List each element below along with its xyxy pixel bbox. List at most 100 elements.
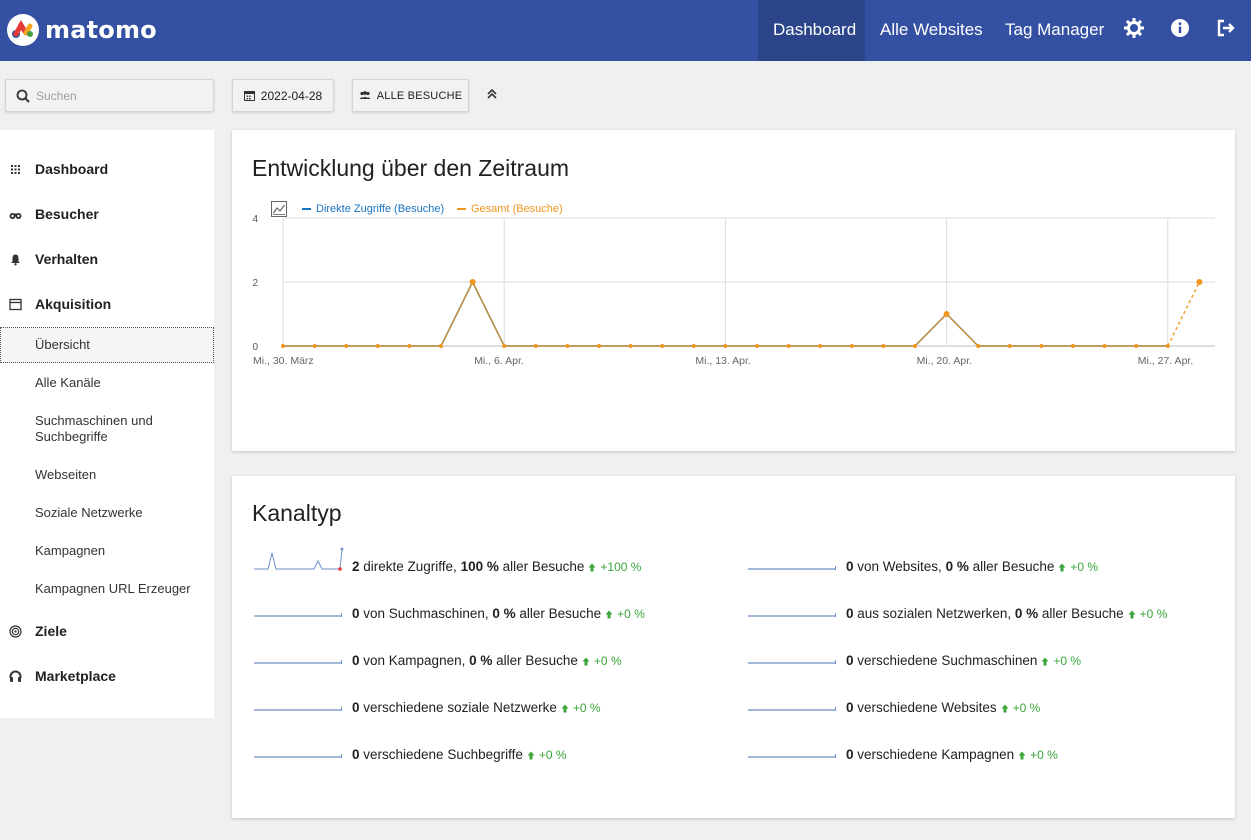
sparkline[interactable] <box>254 545 344 575</box>
data-point <box>469 279 476 285</box>
data-point <box>849 344 854 348</box>
sidebar-subitem-soziale-netzwerke[interactable]: Soziale Netzwerke <box>35 505 143 520</box>
y-tick-label: 0 <box>252 342 258 353</box>
sidebar-item-akquisition[interactable]: Akquisition <box>0 292 214 316</box>
nav-tag-manager[interactable]: Tag Manager <box>1005 20 1105 39</box>
sparkline[interactable] <box>748 639 838 669</box>
trend-up-arrow-icon <box>582 657 590 666</box>
evolution-widget: Entwicklung über den Zeitraum 0 2 4 Mi., 30… <box>232 130 1235 451</box>
channel-value: 0 <box>846 653 854 668</box>
channel-label: verschiedene Websites <box>853 700 997 715</box>
sidebar-item-besucher[interactable]: Besucher <box>0 202 214 226</box>
trend-up-arrow-icon <box>527 751 535 760</box>
data-point <box>1102 344 1107 348</box>
segment-selector-button[interactable]: ALLE BESUCHE <box>352 79 469 112</box>
sidebar-item-ziele[interactable]: Ziele <box>0 619 214 643</box>
logout-icon[interactable] <box>1216 18 1236 38</box>
channel-label: verschiedene Suchmaschinen <box>853 653 1038 668</box>
sparkline[interactable] <box>748 733 838 763</box>
sparkline[interactable] <box>748 592 838 622</box>
date-selector-button[interactable]: 2022-04-28 <box>232 79 334 112</box>
channel-text: 0 von Suchmaschinen, 0 % aller Besuche +0… <box>352 606 645 621</box>
data-point <box>1071 344 1075 348</box>
sparkline[interactable] <box>254 686 344 716</box>
sparkline[interactable] <box>254 639 344 669</box>
gear-icon[interactable] <box>1124 18 1144 38</box>
sidebar-item-label: Marketplace <box>35 668 116 684</box>
window-icon <box>9 298 22 310</box>
channel-label: verschiedene soziale Netzwerke <box>359 700 557 715</box>
channel-value: 0 <box>846 559 854 574</box>
trend-up-arrow-icon <box>1001 704 1009 713</box>
x-tick-label: Mi., 20. Apr. <box>917 355 972 367</box>
trend-indicator: +0 % <box>527 748 567 762</box>
top-bar: matomo Dashboard Alle Websites Tag Manag… <box>0 0 1251 61</box>
sidebar-item-verhalten[interactable]: Verhalten <box>0 247 214 271</box>
channel-percent: 0 % <box>1014 606 1039 621</box>
sidebar-subitem-kampagnen[interactable]: Kampagnen <box>35 543 106 558</box>
trend-value: +0 % <box>1070 560 1099 574</box>
series-line-dashed <box>1167 281 1201 347</box>
data-point <box>533 344 538 348</box>
channel-suffix: aller Besuche <box>1038 606 1124 621</box>
channel-suffix: aller Besuche <box>968 559 1055 574</box>
sidebar-item-dashboard[interactable]: Dashboard <box>0 157 214 181</box>
trend-up-arrow-icon <box>1041 657 1049 666</box>
legend-total[interactable]: Gesamt (Besuche) <box>457 203 563 215</box>
data-point <box>502 344 507 348</box>
trend-indicator: +0 % <box>605 607 645 621</box>
headset-icon <box>9 670 22 682</box>
trend-up-arrow-icon <box>1128 610 1136 619</box>
channel-text: 0 verschiedene Suchbegriffe +0 % <box>352 747 567 762</box>
data-point <box>1039 344 1044 348</box>
sidebar-subitem-kampagnen-url-erzeuger[interactable]: Kampagnen URL Erzeuger <box>35 581 191 596</box>
channel-suffix: aller Besuche <box>492 653 578 668</box>
sidebar-item-label: Dashboard <box>35 161 109 177</box>
channel-label: von Websites, <box>853 559 946 574</box>
trend-value: +0 % <box>1012 701 1041 715</box>
trend-up-arrow-icon <box>1018 751 1026 760</box>
data-point <box>628 344 633 348</box>
channel-percent: 0 % <box>469 653 493 668</box>
sidebar-subitem-suchmaschinen[interactable]: Suchmaschinen und Suchbegriffe <box>35 413 153 444</box>
search-input[interactable]: Suchen <box>5 79 214 112</box>
channel-label: aus sozialen Netzwerken, <box>853 606 1015 621</box>
sparkline[interactable] <box>748 545 838 575</box>
sidebar-item-marketplace[interactable]: Marketplace <box>0 664 214 688</box>
sidebar: Dashboard Besucher Verhalten Akquisition… <box>0 130 214 718</box>
chart-type-icon[interactable] <box>271 201 287 217</box>
data-point <box>344 344 349 348</box>
binoculars-icon <box>9 212 22 219</box>
data-point <box>1196 279 1203 285</box>
sparkline[interactable] <box>748 686 838 716</box>
collapse-chevron-up-icon[interactable] <box>485 87 499 101</box>
legend-direct[interactable]: Direkte Zugriffe (Besuche) <box>302 203 444 215</box>
channel-label: verschiedene Kampagnen <box>853 747 1015 762</box>
sidebar-subitem-alle-kanaele[interactable]: Alle Kanäle <box>35 375 101 390</box>
trend-value: +0 % <box>617 607 645 621</box>
channel-text: 2 direkte Zugriffe, 100 % aller Besuche +… <box>352 559 641 574</box>
trend-indicator: +0 % <box>1128 607 1167 621</box>
data-point <box>723 344 728 348</box>
sidebar-subitem-webseiten[interactable]: Webseiten <box>35 467 97 482</box>
channel-value: 0 <box>846 606 854 621</box>
data-point <box>1007 344 1012 348</box>
channel-percent: 0 % <box>492 606 516 621</box>
users-icon <box>359 91 371 99</box>
info-icon[interactable] <box>1170 18 1190 38</box>
matomo-logo[interactable]: matomo <box>7 13 157 47</box>
nav-all-websites[interactable]: Alle Websites <box>880 20 983 39</box>
grid-icon <box>11 164 20 174</box>
sidebar-subitem-uebersicht[interactable]: Übersicht <box>0 327 214 363</box>
sparkline[interactable] <box>254 733 344 763</box>
channel-text: 0 von Kampagnen, 0 % aller Besuche +0 % <box>352 653 622 668</box>
trend-indicator: +100 % <box>588 560 641 574</box>
logo-text: matomo <box>45 16 157 44</box>
trend-value: +0 % <box>1053 654 1082 668</box>
matomo-logo-icon <box>7 14 39 46</box>
trend-up-arrow-icon <box>561 704 569 713</box>
nav-dashboard[interactable]: Dashboard <box>758 0 865 61</box>
channel-value: 0 <box>352 747 360 762</box>
evolution-chart[interactable]: 0 2 4 Mi., 30. März Mi., 6. Apr. Mi., 13. Apr… <box>232 130 1235 451</box>
sparkline[interactable] <box>254 592 344 622</box>
